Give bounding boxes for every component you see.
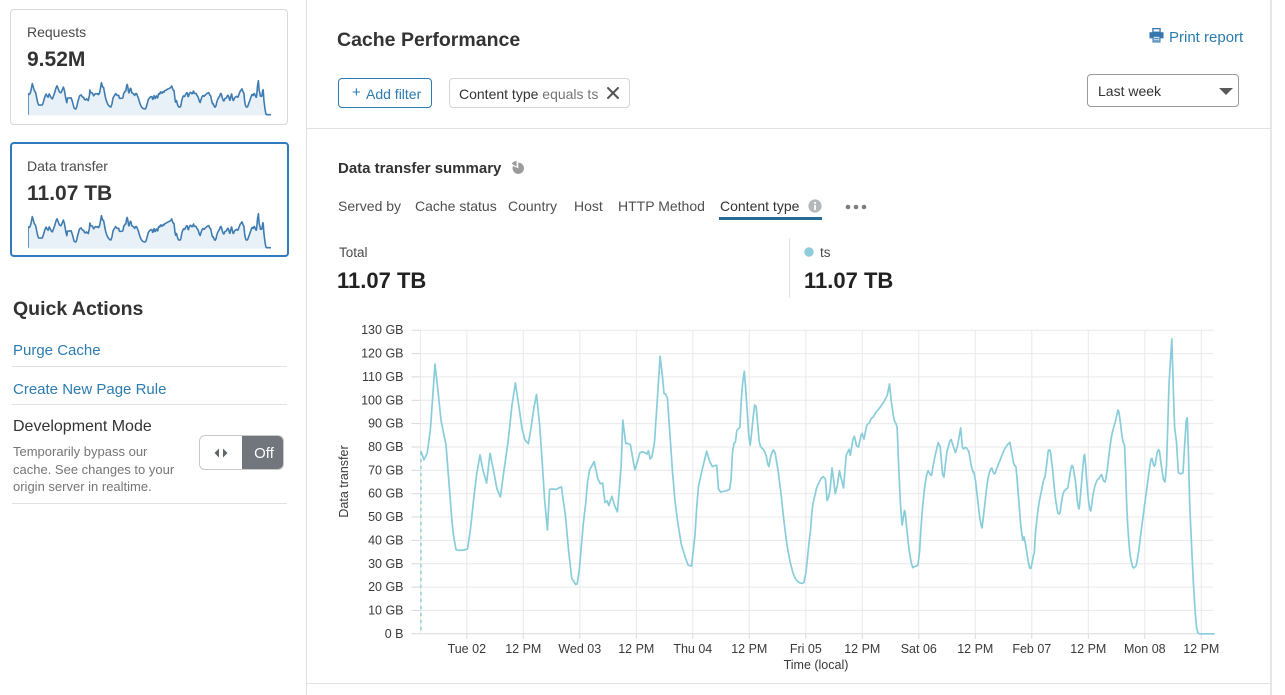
svg-text:Mon 08: Mon 08 (1124, 642, 1166, 656)
svg-text:110 GB: 110 GB (362, 370, 403, 384)
svg-text:Fri 05: Fri 05 (790, 642, 822, 656)
svg-text:30 GB: 30 GB (368, 557, 403, 571)
svg-text:Thu 04: Thu 04 (673, 642, 712, 656)
svg-text:12 PM: 12 PM (505, 642, 541, 656)
svg-text:Tue 02: Tue 02 (448, 642, 487, 656)
svg-text:12 PM: 12 PM (731, 642, 767, 656)
svg-text:90 GB: 90 GB (368, 417, 403, 431)
svg-text:Sat 06: Sat 06 (901, 642, 937, 656)
svg-text:12 PM: 12 PM (957, 642, 993, 656)
svg-text:100 GB: 100 GB (361, 393, 403, 407)
svg-text:10 GB: 10 GB (368, 603, 403, 617)
svg-text:Wed 03: Wed 03 (558, 642, 601, 656)
svg-text:40 GB: 40 GB (368, 533, 403, 547)
svg-text:12 PM: 12 PM (1070, 642, 1106, 656)
svg-text:12 PM: 12 PM (618, 642, 654, 656)
svg-text:12 PM: 12 PM (844, 642, 880, 656)
svg-text:130 GB: 130 GB (361, 323, 403, 337)
svg-text:60 GB: 60 GB (368, 487, 403, 501)
svg-text:Data transfer: Data transfer (337, 445, 351, 517)
svg-text:50 GB: 50 GB (368, 510, 403, 524)
svg-text:0 B: 0 B (385, 627, 404, 641)
svg-text:Time (local): Time (local) (784, 658, 849, 672)
svg-text:12 PM: 12 PM (1183, 642, 1219, 656)
svg-text:80 GB: 80 GB (368, 440, 403, 454)
svg-text:20 GB: 20 GB (368, 580, 403, 594)
svg-text:70 GB: 70 GB (368, 463, 403, 477)
svg-text:Feb 07: Feb 07 (1012, 642, 1051, 656)
svg-text:120 GB: 120 GB (361, 347, 403, 361)
